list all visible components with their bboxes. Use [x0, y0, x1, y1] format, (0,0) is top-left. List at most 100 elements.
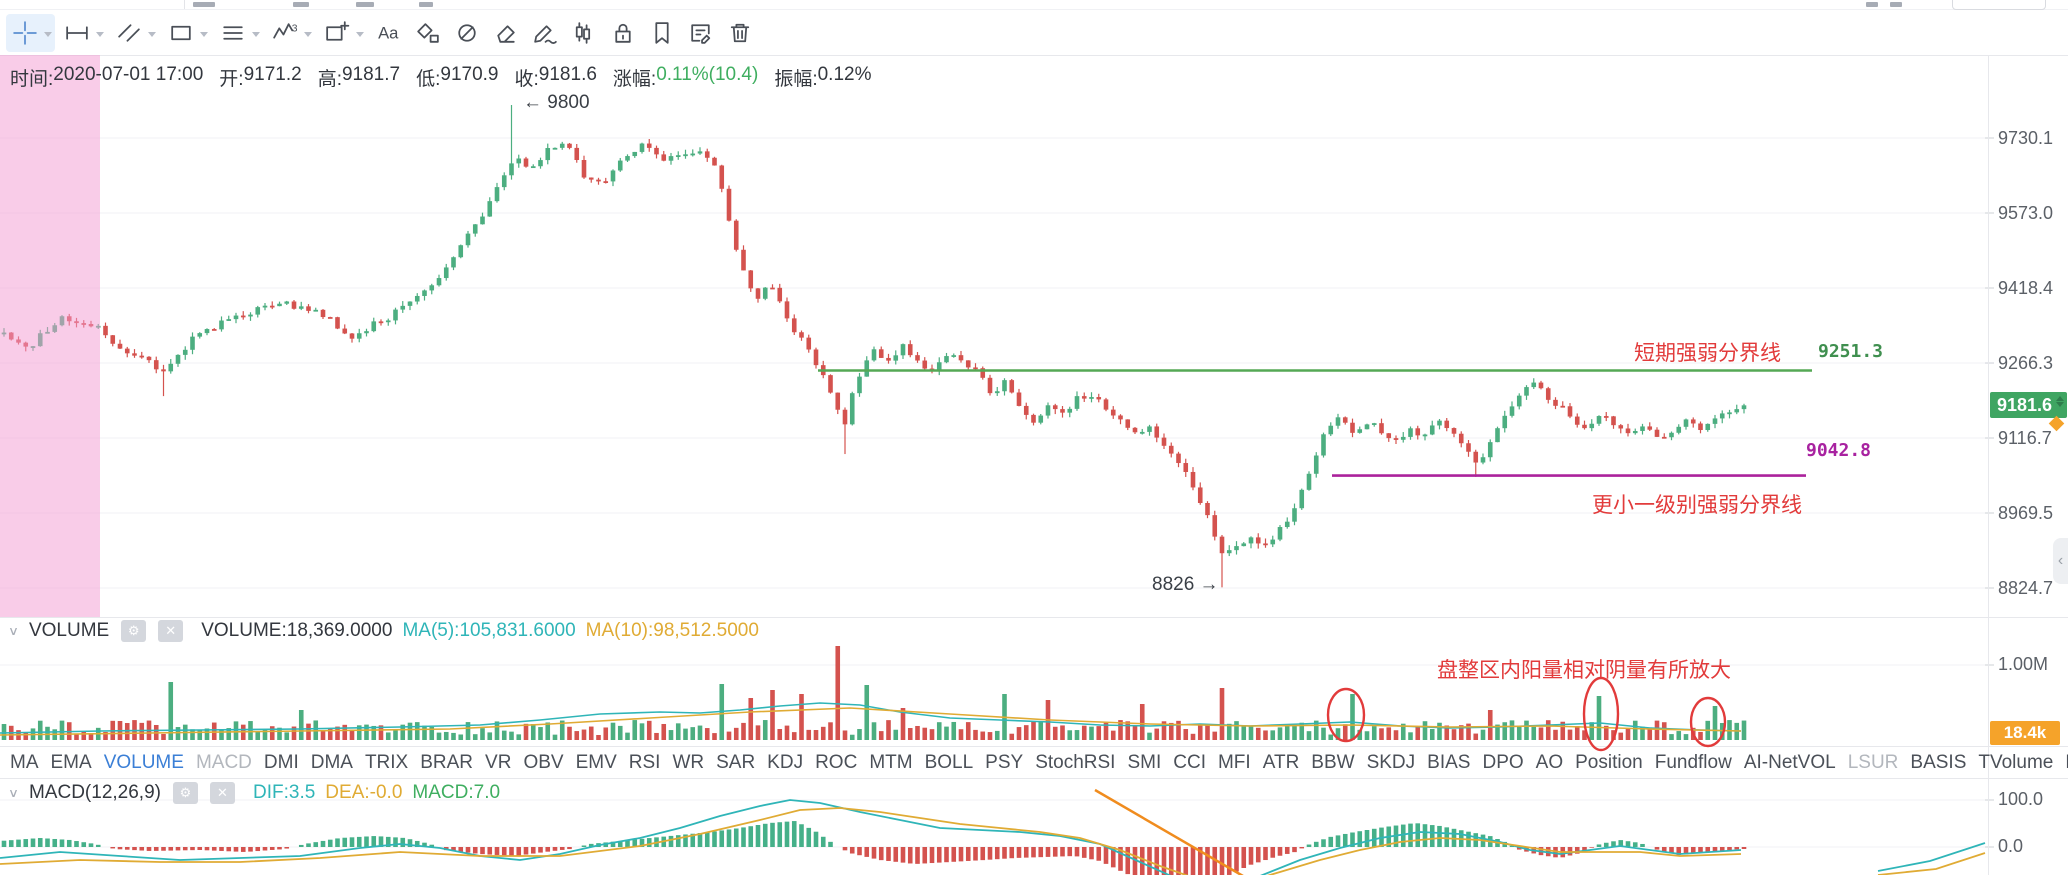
volume-axis-tick: 1.00M — [1998, 654, 2049, 674]
tab-indicator-skdj[interactable]: SKDJ — [1366, 752, 1416, 773]
caret-down-icon[interactable] — [252, 31, 260, 37]
tab-indicator-smi[interactable]: SMI — [1127, 752, 1162, 773]
tool-horizontal-line-button[interactable] — [58, 14, 107, 52]
volume-ma-lines — [0, 702, 1742, 736]
high-price-marker[interactable]: ← 9800 — [523, 92, 590, 113]
cropped-icon — [293, 2, 309, 7]
tool-notes-button[interactable] — [682, 14, 718, 52]
tool-parallel-lines-button[interactable] — [214, 14, 263, 52]
tab-indicator-boll[interactable]: BOLL — [924, 752, 974, 773]
tab-indicator-rsi[interactable]: RSI — [628, 752, 661, 773]
tab-indicator-lsur[interactable]: LSUR — [1847, 752, 1899, 773]
change-value: 0.11%(10.4) — [656, 64, 759, 85]
tab-indicator-kdj[interactable]: KDJ — [767, 752, 804, 773]
gann-icon — [458, 23, 476, 42]
tab-indicator-stochrsi[interactable]: StochRSI — [1035, 752, 1116, 773]
caret-down-icon[interactable] — [304, 31, 312, 37]
tool-pattern-button[interactable] — [409, 14, 445, 52]
top-cropped-ui — [0, 0, 2068, 10]
horizontal-line-icon — [66, 25, 88, 40]
tab-indicator-trix[interactable]: TRIX — [364, 752, 409, 773]
tab-indicator-psy[interactable]: PSY — [985, 752, 1024, 773]
resistance-annotation-text[interactable]: 短期强弱分界线 — [1634, 342, 1781, 365]
tool-lock-button[interactable] — [604, 14, 640, 52]
tool-freehand-button[interactable] — [526, 14, 562, 52]
tab-indicator-sar[interactable]: SAR — [716, 752, 756, 773]
price-axis-label: 9418.4 — [1998, 278, 2054, 298]
last-price-badge: 9181.6 — [1990, 392, 2067, 418]
caret-down-icon[interactable] — [200, 31, 208, 37]
tool-gann-button[interactable] — [448, 14, 484, 52]
tool-crosshair-button[interactable] — [6, 13, 55, 52]
support-price-label[interactable]: 9042.8 — [1806, 440, 1872, 461]
tool-rectangle-button[interactable] — [162, 14, 211, 52]
tab-indicator-mtm[interactable]: MTM — [869, 752, 913, 773]
tab-indicator-position[interactable]: Position — [1575, 752, 1643, 773]
tab-indicator-ftbs[interactable]: FTBS — [2065, 752, 2068, 774]
tab-indicator-bbw[interactable]: BBW — [1311, 752, 1355, 773]
macd-settings-button[interactable]: ⚙ — [172, 782, 198, 804]
svg-text:3: 3 — [292, 23, 298, 34]
current-volume-badge: 18.4k — [1990, 721, 2060, 745]
open-value: 9171.2 — [243, 64, 302, 85]
tab-indicator-dma[interactable]: DMA — [310, 752, 353, 773]
tab-indicator-ai-netvol[interactable]: AI-NetVOL — [1743, 752, 1836, 773]
volume-value: 18,369.0000 — [286, 620, 393, 641]
tool-trend-line-button[interactable] — [110, 14, 159, 52]
tool-bookmark-button[interactable] — [643, 14, 679, 52]
tool-elliott-wave-button[interactable]: 3 — [266, 14, 315, 52]
tool-trash-button[interactable] — [721, 14, 757, 52]
tab-indicator-macd[interactable]: MACD — [195, 752, 252, 773]
tab-indicator-obv[interactable]: OBV — [523, 752, 564, 773]
caret-down-icon[interactable] — [44, 31, 52, 37]
support-annotation-text[interactable]: 更小一级别强弱分界线 — [1592, 494, 1802, 517]
caret-down-icon[interactable] — [356, 31, 364, 37]
tab-indicator-mfi[interactable]: MFI — [1217, 752, 1251, 773]
low-price-marker[interactable]: 8826 → — [1152, 574, 1219, 595]
tab-indicator-ema[interactable]: EMA — [50, 752, 92, 773]
tool-text-button[interactable]: Aa — [370, 14, 406, 52]
annotation-layer[interactable] — [0, 55, 1812, 875]
tab-indicator-bias[interactable]: BIAS — [1427, 752, 1471, 773]
macd-axis-tick: 100.0 — [1998, 789, 2044, 809]
macd-panel-header: ∨ MACD(12,26,9) ⚙ ✕ DIF:3.5 DEA:-0.0 MAC… — [8, 782, 500, 804]
drawing-toolbar: 3 Aa — [6, 10, 757, 55]
close-value: 9181.6 — [538, 64, 597, 85]
collapse-macd-icon[interactable]: ∨ — [8, 786, 19, 801]
tool-candle-compare-button[interactable] — [565, 14, 601, 52]
tab-indicator-cci[interactable]: CCI — [1173, 752, 1206, 773]
tab-indicator-brar[interactable]: BRAR — [420, 752, 474, 773]
lock-icon — [615, 23, 631, 43]
volume-annotation-text[interactable]: 盘整区内阳量相对阴量有所放大 — [1437, 659, 1731, 682]
sidebar-collapse-handle[interactable]: ‹ — [2053, 538, 2068, 584]
tab-indicator-basis[interactable]: BASIS — [1910, 752, 1967, 773]
text-icon: Aa — [378, 23, 399, 42]
tab-indicator-dmi[interactable]: DMI — [263, 752, 299, 773]
resistance-price-label[interactable]: 9251.3 — [1818, 341, 1884, 362]
cropped-icon — [193, 2, 215, 7]
collapse-volume-icon[interactable]: ∨ — [8, 624, 19, 639]
tab-indicator-tvolume[interactable]: TVolume — [1978, 752, 2054, 773]
top-divider — [184, 0, 185, 9]
tab-indicator-volume[interactable]: VOLUME — [103, 752, 184, 773]
tab-indicator-wr[interactable]: WR — [672, 752, 705, 773]
caret-down-icon[interactable] — [148, 31, 156, 37]
tab-indicator-roc[interactable]: ROC — [815, 752, 858, 773]
tab-indicator-ao[interactable]: AO — [1535, 752, 1564, 773]
tab-indicator-vr[interactable]: VR — [485, 752, 512, 773]
ohlc-info-bar: 时间: 2020-07-01 17:00 开: 9171.2 高: 9181.7 低:… — [10, 64, 871, 91]
tab-indicator-dpo[interactable]: DPO — [1482, 752, 1524, 773]
tab-indicator-ma[interactable]: MA — [10, 752, 39, 773]
tool-position-box-button[interactable] — [318, 14, 367, 52]
volume-close-button[interactable]: ✕ — [158, 620, 184, 642]
tab-indicator-fundflow[interactable]: Fundflow — [1654, 752, 1732, 773]
volume-settings-button[interactable]: ⚙ — [121, 620, 147, 642]
tab-indicator-emv[interactable]: EMV — [575, 752, 617, 773]
macd-panel-title: MACD(12,26,9) — [28, 782, 161, 803]
price-axis-label: 8969.5 — [1998, 503, 2054, 523]
tool-eraser-button[interactable] — [487, 14, 523, 52]
tab-indicator-atr[interactable]: ATR — [1262, 752, 1300, 773]
macd-close-button[interactable]: ✕ — [209, 782, 235, 804]
caret-down-icon[interactable] — [96, 31, 104, 37]
